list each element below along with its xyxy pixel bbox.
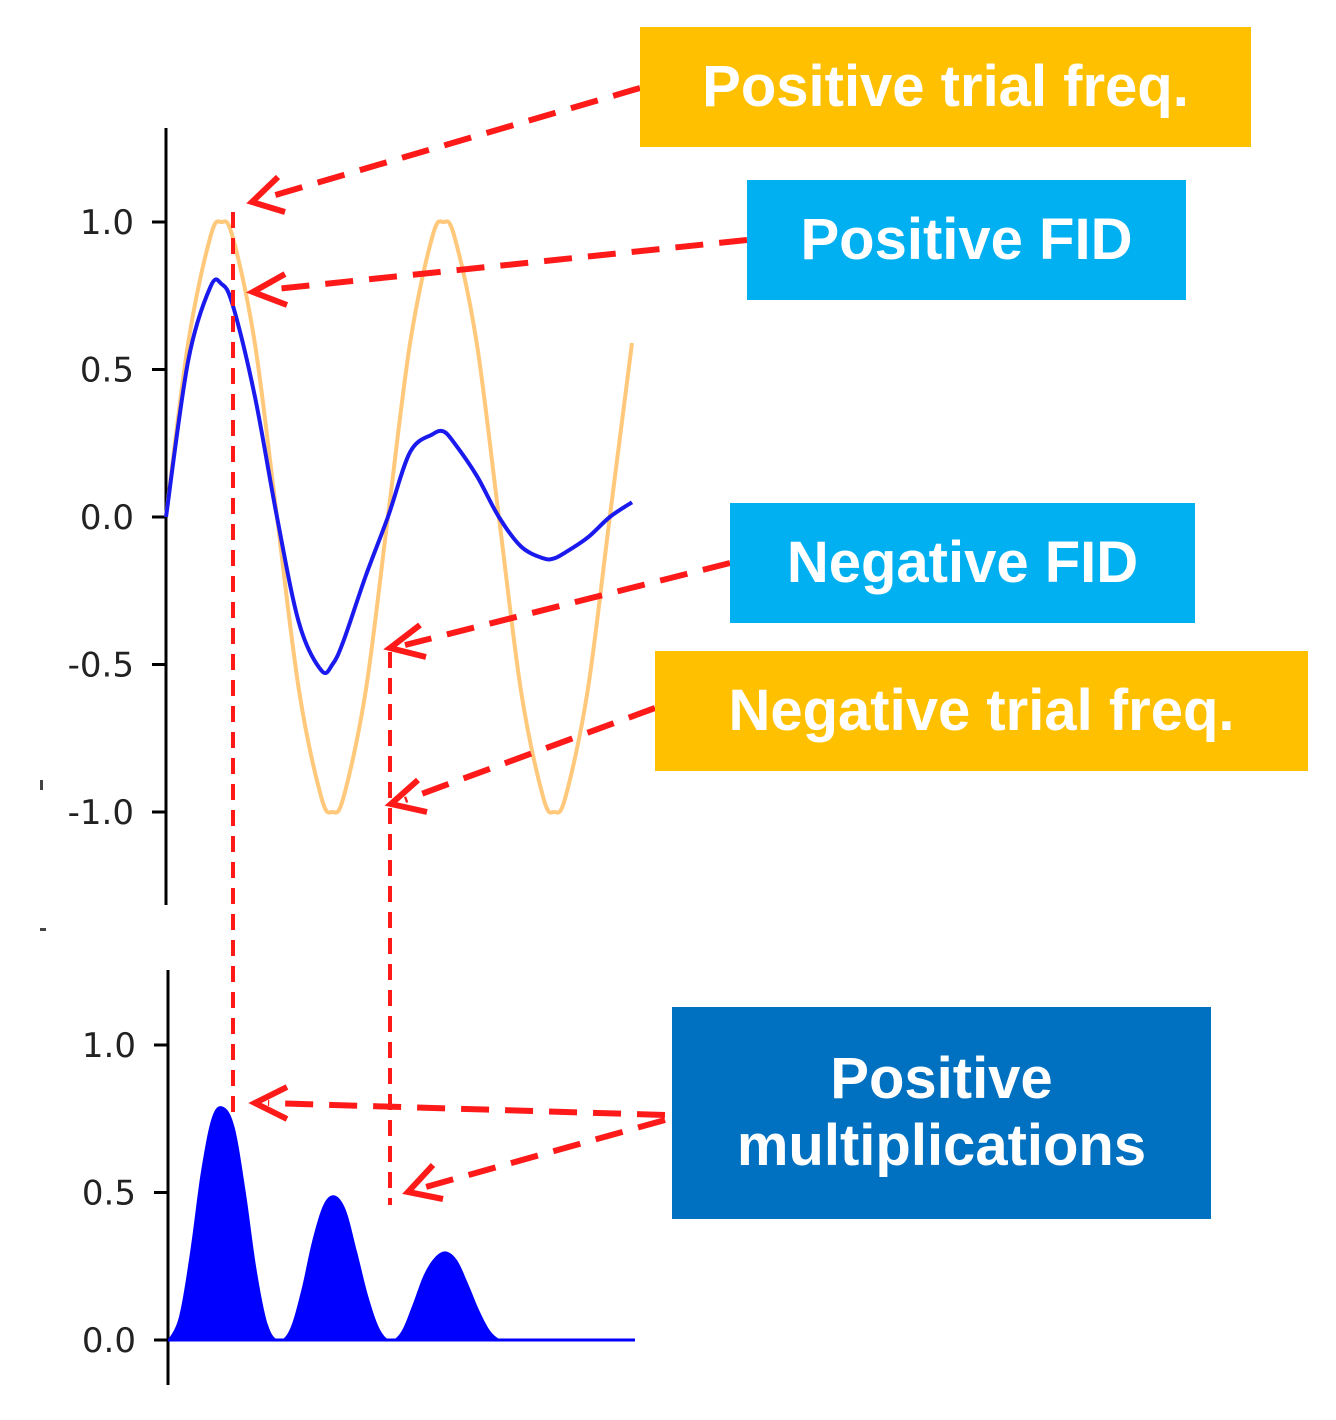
annotations [231, 85, 748, 1205]
bottom-chart-ticks: 1.0 0.5 0.0 [82, 1026, 168, 1361]
arrowhead [245, 271, 289, 308]
multiplication-area [168, 1106, 635, 1341]
dashed-arrow-mult-first [267, 1100, 666, 1118]
dashed-arrow-negative-trial [403, 705, 657, 803]
positive-multiplications-line2: multiplications [736, 1113, 1147, 1178]
y-tick-label: 0.5 [82, 1174, 136, 1214]
y-tick-label: -0.5 [68, 646, 134, 686]
dashed-arrow-negative-fid [404, 560, 731, 648]
negative-fid-label: Negative FID [730, 503, 1195, 623]
top-chart: 1.0 0.5 0.0 -0.5 -1.0 [68, 128, 634, 905]
artifact-mark [40, 928, 46, 931]
artifact-mark [40, 780, 43, 790]
dashed-arrow-positive-trial [264, 85, 641, 201]
y-tick-label: 1.0 [82, 1026, 136, 1066]
y-tick-label: 0.0 [82, 1321, 136, 1361]
arrowhead [248, 1084, 289, 1122]
positive-multiplications-label: Positive multiplications [672, 1007, 1211, 1219]
dashed-arrow-positive-fid [265, 237, 748, 293]
y-tick-label: 0.0 [80, 498, 134, 538]
top-chart-ticks: 1.0 0.5 0.0 -0.5 -1.0 [68, 203, 166, 833]
negative-trial-freq-label: Negative trial freq. [655, 651, 1308, 771]
y-tick-label: -1.0 [68, 793, 134, 833]
bottom-chart: 1.0 0.5 0.0 [82, 970, 635, 1385]
trial-frequency-line [164, 219, 634, 815]
arrowhead [246, 174, 286, 215]
dashed-arrow-mult-second [421, 1117, 666, 1191]
arrowhead [384, 777, 428, 815]
arrowhead [402, 1162, 444, 1202]
y-tick-label: 0.5 [80, 351, 134, 391]
fid-line [164, 277, 634, 676]
positive-fid-label: Positive FID [747, 180, 1186, 300]
positive-trial-freq-label: Positive trial freq. [640, 27, 1251, 147]
arrowhead [383, 622, 427, 660]
y-tick-label: 1.0 [80, 203, 134, 243]
positive-multiplications-line1: Positive [830, 1046, 1053, 1112]
